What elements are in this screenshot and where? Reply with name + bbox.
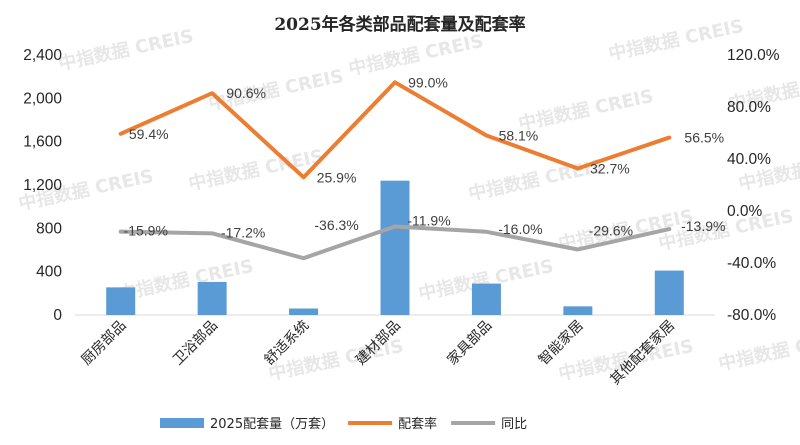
left-tick-label: 1,600 [23,134,62,151]
data-label: 25.9% [317,169,357,185]
right-tick-label: 0.0% [727,203,763,220]
data-label: -15.9% [124,223,168,239]
data-label: 58.1% [499,127,539,143]
chart-title: 2025年各类部品配套量及配套率 [274,14,525,35]
line-rate [118,80,672,180]
legend-label: 2025配套量（万套） [210,416,334,432]
bar [289,308,319,315]
bar [197,281,227,315]
bar [563,306,593,315]
left-tick-label: 0 [53,307,62,324]
right-tick-label: 80.0% [727,99,771,116]
right-axis: -80.0% -40.0% 0.0% 40.0% 80.0% 120.0% [727,47,780,324]
watermark-text: 中指数据 CREIS [56,25,195,75]
left-tick-label: 800 [36,220,62,237]
legend-label: 配套率 [398,416,437,432]
data-label: -11.9% [407,212,450,228]
data-label: 99.0% [408,74,448,90]
left-axis: 0 400 800 1,200 1,600 2,000 2,400 [23,47,62,324]
legend-label: 同比 [501,417,527,432]
watermark-text: 中指数据 CREIS [116,255,255,305]
legend-swatch [160,418,204,428]
data-label: 56.5% [684,130,724,146]
data-label: 59.4% [129,126,169,142]
data-label: -17.2% [221,224,265,240]
watermark-text: 中指数据 CREIS [346,30,485,80]
watermark-text: 中指数据 CREIS [466,155,605,205]
left-tick-label: 1,200 [23,177,62,194]
data-label: 90.6% [226,85,266,101]
data-label: -29.6% [589,222,633,238]
bar [471,283,501,315]
data-label: -16.0% [498,221,542,237]
data-labels: 59.4% 90.6% 25.9% 99.0% 58.1% 32.7% 56.5% -15.9… [124,74,726,240]
data-label: 32.7% [590,160,630,176]
category-label: 厨房部品 [79,318,130,369]
watermark-text: 中指数据 CREIS [606,15,745,65]
category-label: 卫浴部品 [170,318,221,369]
data-label: -13.9% [681,218,725,234]
legend: 2025配套量（万套） 配套率 同比 [160,416,527,432]
bar-series [106,180,684,315]
bar [654,270,684,315]
watermark-text: 中指数据 CREIS [186,145,325,195]
left-tick-label: 2,000 [23,90,62,107]
data-label: -36.3% [314,217,358,233]
bar [106,287,136,315]
left-tick-label: 400 [36,264,62,281]
line-series [118,80,672,261]
line-yoy [118,224,672,261]
bar [380,180,410,315]
right-tick-label: -40.0% [727,255,776,272]
right-tick-label: -80.0% [727,307,776,324]
right-tick-label: 40.0% [727,151,771,168]
watermark-text: 中指数据 CREIS [716,325,800,375]
right-tick-label: 120.0% [727,47,780,64]
left-tick-label: 2,400 [23,47,62,64]
category-label: 家具部品 [444,317,496,369]
